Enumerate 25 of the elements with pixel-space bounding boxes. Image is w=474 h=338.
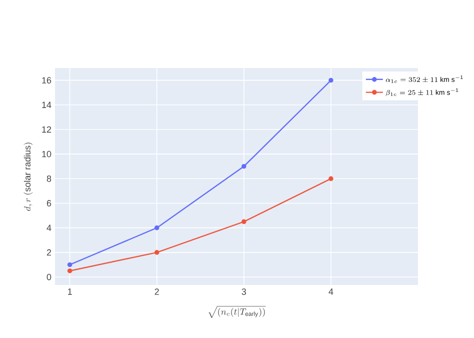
y-tick-label: 8 bbox=[46, 175, 52, 182]
legend-label: $\alpha_{1c} = 352 \pm 11\ \mathrm{km\ s^{-1}}$ bbox=[386, 75, 463, 83]
point bbox=[242, 164, 246, 169]
x-tick-label: 1 bbox=[68, 288, 72, 295]
x-tick-label: 2 bbox=[154, 288, 159, 295]
y-tick-label: 10 bbox=[42, 150, 52, 158]
y-axis-title: $d, r\ \mathrm{(solar\ radius)}$ bbox=[24, 142, 33, 211]
legend-label: $\beta_{1c} = 25 \pm 11\ \mathrm{km\ s^{-1}}$ bbox=[386, 88, 458, 96]
x-tick-label: 4 bbox=[328, 288, 334, 295]
x-tick-label: 3 bbox=[242, 288, 246, 295]
y-tick-label: 0 bbox=[46, 274, 52, 280]
y-tick-label: 12 bbox=[42, 126, 52, 133]
point bbox=[67, 268, 72, 274]
y-tick-label: 2 bbox=[46, 249, 52, 256]
y-tick-label: 4 bbox=[46, 224, 52, 231]
y-tick-label: 6 bbox=[46, 200, 52, 206]
point bbox=[154, 250, 160, 255]
point bbox=[154, 225, 160, 230]
y-tick-label: 14 bbox=[42, 102, 52, 108]
point bbox=[328, 78, 334, 83]
y-tick-label: 16 bbox=[42, 77, 52, 84]
x-axis-title: $\sqrt{(n_c(t|T_{\mathrm{early}}))}$ bbox=[208, 306, 266, 318]
point bbox=[328, 176, 334, 182]
point bbox=[242, 219, 246, 224]
point bbox=[67, 262, 72, 268]
